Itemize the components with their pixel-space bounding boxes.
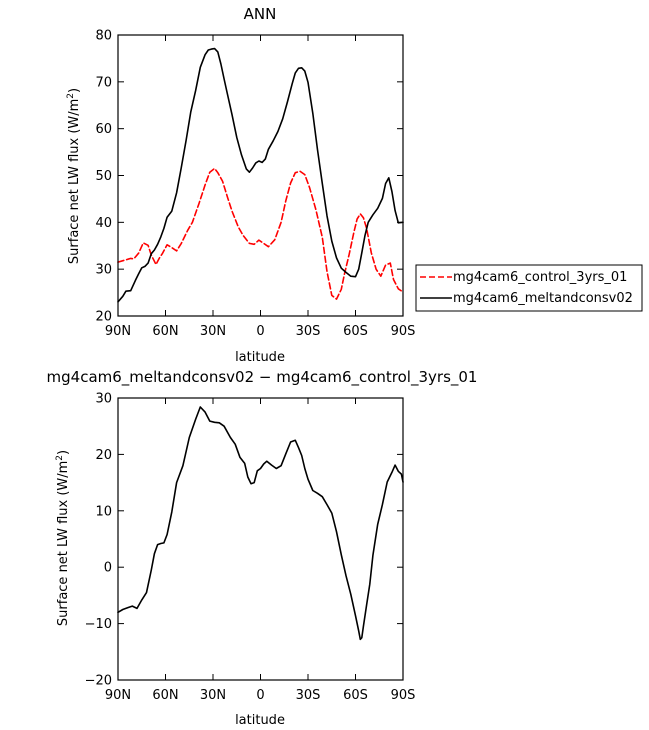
y-tick-label: 40 (95, 216, 112, 231)
x-axis-label: latitude (235, 350, 285, 365)
y-axis-label-close: ) (56, 450, 71, 455)
difference-line-chart: mg4cam6_meltandconsv02 − mg4cam6_control… (47, 368, 478, 728)
x-tick-label: 60N (152, 324, 178, 339)
y-tick-label: −20 (85, 674, 112, 689)
y-axis-label-text: Surface net LW flux (W/m (56, 461, 71, 626)
x-tick-label: 30N (200, 324, 226, 339)
chart-title: ANN (244, 5, 277, 23)
y-axis-label: Surface net LW flux (W/m2) (66, 88, 82, 264)
y-axis-label-superscript: 2 (66, 93, 76, 99)
x-tick-label: 60S (343, 324, 368, 339)
x-tick-label: 30N (200, 688, 226, 703)
x-tick-label: 30S (296, 688, 321, 703)
y-axis-label: Surface net LW flux (W/m2) (55, 450, 71, 626)
y-tick-label: 10 (95, 504, 112, 519)
x-tick-label: 60S (343, 688, 368, 703)
legend-box (415, 264, 643, 312)
plot-frame (117, 34, 404, 317)
y-axis-label-superscript: 2 (55, 455, 65, 461)
y-tick-label: 20 (95, 310, 112, 325)
x-tick-label: 0 (256, 688, 264, 703)
y-tick-label: 50 (95, 169, 112, 184)
x-tick-label: 90S (391, 324, 416, 339)
x-tick-label: 60N (152, 688, 178, 703)
x-axis-label: latitude (235, 713, 285, 728)
y-tick-label: 60 (95, 122, 112, 137)
series-line-2 (117, 47, 404, 303)
x-tick-label: 90N (105, 688, 131, 703)
y-tick-label: 70 (95, 75, 112, 90)
y-tick-label: 0 (104, 561, 112, 576)
y-tick-label: 30 (95, 392, 112, 407)
x-tick-label: 30S (296, 324, 321, 339)
x-tick-label: 90N (105, 324, 131, 339)
y-tick-label: −10 (85, 617, 112, 632)
x-tick-label: 90S (391, 688, 416, 703)
bottom-plot-area: 90N 60N 30N 0 30S 60S 90S −20 −10 0 10 20 30 (85, 392, 416, 704)
chart-title: mg4cam6_meltandconsv02 − mg4cam6_control… (47, 368, 478, 387)
legend: mg4cam6_control_3yrs_01 mg4cam6_meltandc… (415, 264, 643, 312)
y-tick-label: 80 (95, 29, 112, 44)
y-axis-label-text: Surface net LW flux (W/m (67, 99, 82, 264)
legend-label-meltandconsv: mg4cam6_meltandconsv02 (453, 291, 633, 306)
legend-label-control: mg4cam6_control_3yrs_01 (453, 270, 627, 285)
top-plot-area: 90N 60N 30N 0 30S 60S 90S 20 30 40 50 60 70 80 (95, 29, 415, 340)
series-line-1 (117, 406, 404, 641)
series-line-1 (117, 167, 404, 300)
y-axis-label-close: ) (67, 88, 82, 93)
x-tick-label: 0 (256, 324, 264, 339)
y-tick-label: 30 (95, 263, 112, 278)
y-tick-label: 20 (95, 448, 112, 463)
top-line-chart: ANN 90N 60N 30N 0 30S 60S 90S 20 30 40 50 60 70 80 la… (66, 5, 415, 365)
